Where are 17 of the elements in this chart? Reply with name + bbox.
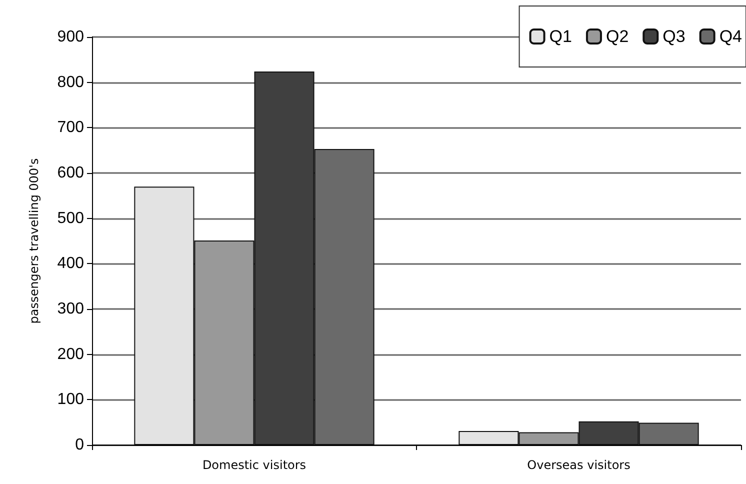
y-tick-label: 400 [57, 255, 84, 272]
y-axis-title: passengers travelling 000's [27, 158, 41, 324]
y-tick-label: 800 [57, 74, 84, 91]
legend-label: Q1 [549, 27, 572, 46]
legend-label: Q4 [719, 27, 742, 46]
y-tick-label: 900 [57, 28, 84, 46]
y-tick-label: 300 [57, 300, 84, 318]
legend-label: Q2 [606, 27, 629, 46]
y-tick-label: 0 [75, 436, 84, 454]
x-tick-label: Overseas visitors [527, 458, 630, 472]
x-tick-label: Domestic visitors [202, 458, 306, 472]
y-tick-label: 700 [57, 119, 84, 136]
legend-label: Q3 [662, 27, 686, 46]
y-tick-label: 100 [57, 391, 84, 408]
y-tick-label: 500 [57, 210, 84, 227]
y-tick-label: 600 [57, 164, 84, 182]
y-tick-label: 200 [57, 346, 84, 363]
